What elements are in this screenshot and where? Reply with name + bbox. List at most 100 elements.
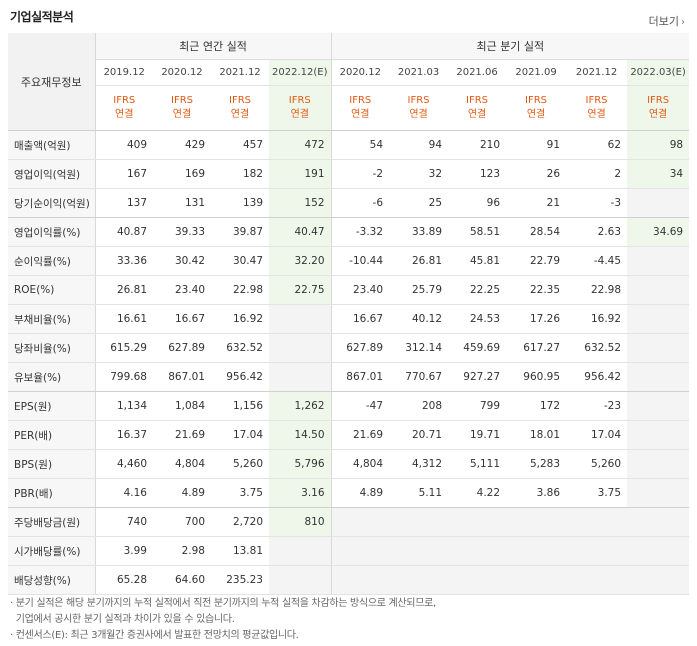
value-cell: 2.63 — [566, 217, 628, 247]
value-cell: -2 — [330, 159, 390, 189]
value-cell: 17.04 — [566, 420, 628, 450]
table-row: 당좌비율(%) 615.29 627.89 632.52 627.89 312.14 459… — [8, 333, 690, 363]
value-cell: 18.01 — [506, 420, 567, 450]
value-cell — [627, 362, 690, 392]
value-cell: 167 — [95, 159, 153, 189]
value-cell: 867.01 — [330, 362, 390, 392]
standard-top: IFRS — [525, 95, 548, 106]
value-cell — [448, 507, 507, 537]
value-cell: 32.20 — [269, 246, 332, 276]
row-label: 부채비율(%) — [8, 304, 96, 334]
value-cell: 16.67 — [330, 304, 390, 334]
value-cell: 2 — [566, 159, 628, 189]
value-cell: 22.35 — [506, 275, 567, 305]
standard-bottom: 연결 — [648, 109, 668, 120]
value-cell: 927.27 — [448, 362, 507, 392]
value-cell: 2,720 — [211, 507, 269, 537]
value-cell: 45.81 — [448, 246, 507, 276]
period-header: 2022.03(E) — [627, 59, 690, 86]
value-cell — [269, 565, 332, 595]
value-cell: 312.14 — [389, 333, 449, 363]
value-cell: 700 — [153, 507, 211, 537]
value-cell: 956.42 — [566, 362, 628, 392]
accounting-standard: IFRS 연결 — [448, 85, 507, 131]
standard-top: IFRS — [171, 95, 193, 106]
value-cell: -10.44 — [330, 246, 390, 276]
value-cell: 24.53 — [448, 304, 507, 334]
table-row: 영업이익률(%) 40.87 39.33 39.87 40.47 -3.32 33.89 58… — [8, 217, 690, 247]
value-cell — [269, 362, 332, 392]
value-cell: 5,283 — [506, 449, 567, 479]
corner-header: 주요재무정보 — [8, 33, 96, 131]
value-cell — [506, 536, 567, 566]
value-cell — [627, 333, 690, 363]
row-label: 매출액(억원) — [8, 130, 96, 160]
value-cell: 5.11 — [389, 478, 449, 508]
value-cell — [627, 275, 690, 305]
value-cell: 5,260 — [566, 449, 628, 479]
value-cell — [389, 565, 449, 595]
row-label: 순이익률(%) — [8, 246, 96, 276]
value-cell — [269, 304, 332, 334]
row-label: 영업이익률(%) — [8, 217, 96, 247]
accounting-standard: IFRS 연결 — [627, 85, 690, 131]
section-title: 기업실적분석 — [10, 10, 74, 24]
value-cell: 30.47 — [211, 246, 269, 276]
value-cell — [627, 304, 690, 334]
value-cell: 21.69 — [153, 420, 211, 450]
value-cell — [448, 565, 507, 595]
footnote-1: · 분기 실적은 해당 분기까지의 누적 실적에서 직전 분기까지의 누적 실적… — [10, 598, 436, 609]
value-cell: 25 — [389, 188, 449, 218]
standard-bottom: 연결 — [587, 109, 606, 120]
table-row: 시가배당률(%) 3.99 2.98 13.81 — [8, 536, 690, 566]
value-cell: 40.12 — [389, 304, 449, 334]
row-label: PER(배) — [8, 420, 96, 450]
value-cell: 22.98 — [211, 275, 269, 305]
value-cell: -23 — [566, 391, 628, 421]
value-cell — [269, 536, 332, 566]
value-cell: 32 — [389, 159, 449, 189]
value-cell: 1,134 — [95, 391, 153, 421]
value-cell: 39.33 — [153, 217, 211, 247]
value-cell: 20.71 — [389, 420, 449, 450]
value-cell: 172 — [506, 391, 567, 421]
standard-bottom: 연결 — [467, 109, 487, 120]
value-cell: 16.92 — [211, 304, 269, 334]
value-cell: 4.89 — [153, 478, 211, 508]
value-cell — [627, 246, 690, 276]
value-cell: 632.52 — [566, 333, 628, 363]
row-label: 시가배당률(%) — [8, 536, 96, 566]
value-cell: 26.81 — [389, 246, 449, 276]
table-row: BPS(원) 4,460 4,804 5,260 5,796 4,804 4,312 5,11… — [8, 449, 690, 479]
value-cell: 39.87 — [211, 217, 269, 247]
value-cell — [269, 333, 332, 363]
more-label[interactable]: 더보기 — [648, 15, 679, 28]
value-cell: 16.67 — [153, 304, 211, 334]
value-cell — [627, 188, 690, 218]
row-label: 영업이익(억원) — [8, 159, 96, 189]
accounting-standard: IFRS 연결 — [153, 85, 211, 131]
value-cell: 16.61 — [95, 304, 153, 334]
value-cell: 26.81 — [95, 275, 153, 305]
value-cell: 1,156 — [211, 391, 269, 421]
standard-top: IFRS — [229, 95, 251, 106]
value-cell — [566, 565, 628, 595]
value-cell: 208 — [389, 391, 449, 421]
period-header: 2021.06 — [448, 59, 507, 86]
value-cell: 770.67 — [389, 362, 449, 392]
value-cell: 960.95 — [506, 362, 567, 392]
more-link[interactable]: 더보기 › — [649, 13, 685, 29]
standard-top: IFRS — [466, 95, 489, 106]
standard-top: IFRS — [585, 95, 608, 106]
table-row: PER(배) 16.37 21.69 17.04 14.50 21.69 20.71 19.7… — [8, 420, 690, 450]
value-cell: 30.42 — [153, 246, 211, 276]
value-cell: 22.25 — [448, 275, 507, 305]
table-row: 당기순이익(억원) 137 131 139 152 -6 25 96 21 -3 — [8, 188, 690, 218]
footnote-2: 기업에서 공시한 분기 실적과 차이가 있을 수 있습니다. — [10, 614, 235, 625]
value-cell: 58.51 — [448, 217, 507, 247]
value-cell: 131 — [153, 188, 211, 218]
table-row: EPS(원) 1,134 1,084 1,156 1,262 -47 208 799 172 -2… — [8, 391, 690, 421]
value-cell — [330, 565, 390, 595]
value-cell: 54 — [330, 130, 390, 160]
